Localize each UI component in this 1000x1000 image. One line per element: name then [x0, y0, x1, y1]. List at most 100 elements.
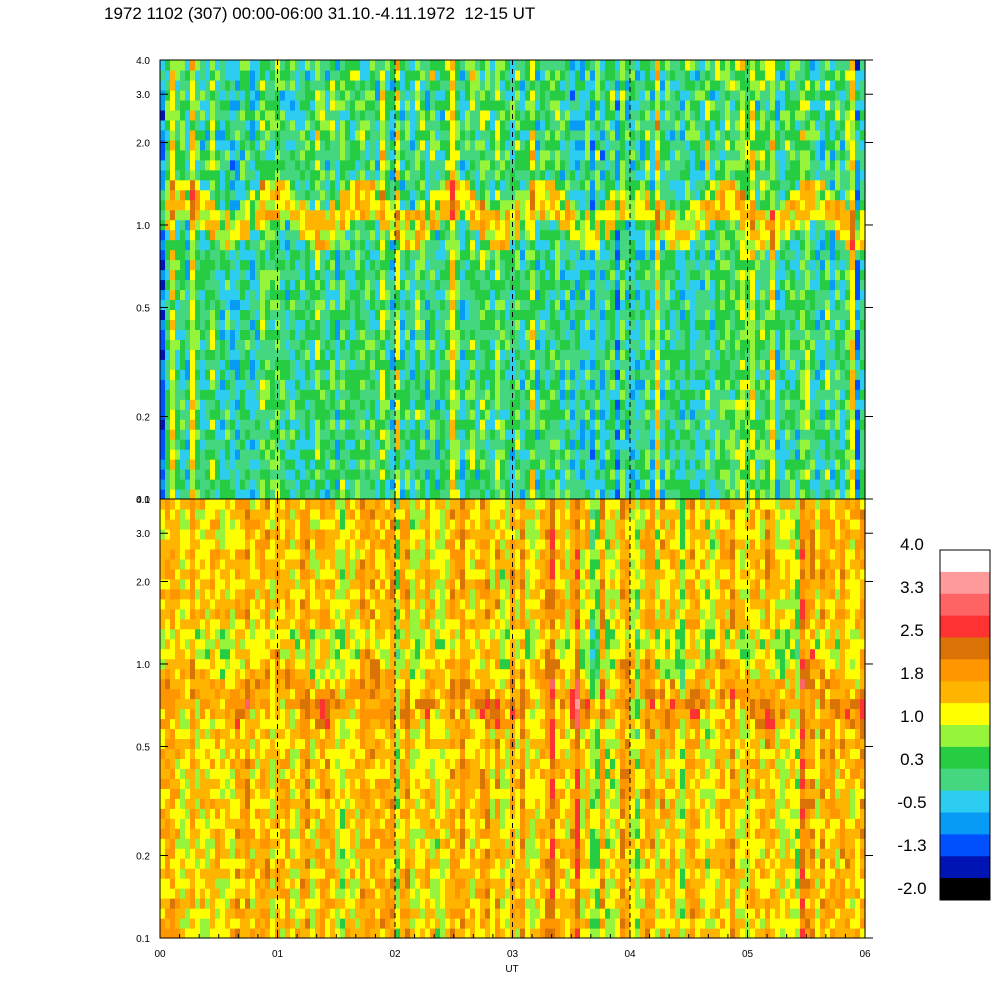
heatmap-cell — [255, 149, 261, 161]
heatmap-cell — [665, 249, 671, 261]
heatmap-cell — [280, 339, 286, 350]
heatmap-cell — [270, 149, 276, 161]
heatmap-cell — [530, 389, 536, 400]
heatmap-cell — [320, 379, 326, 390]
heatmap-cell — [170, 389, 176, 400]
heatmap-cell — [655, 269, 661, 281]
heatmap-cell — [510, 60, 516, 71]
heatmap-cell — [200, 339, 206, 350]
heatmap-cell — [560, 339, 566, 350]
heatmap-cell — [430, 379, 436, 390]
heatmap-cell — [525, 379, 531, 390]
heatmap-cell — [655, 60, 661, 71]
heatmap-cell — [195, 129, 201, 141]
heatmap-cell — [560, 279, 566, 291]
heatmap-cell — [450, 439, 456, 450]
heatmap-cell — [210, 399, 216, 410]
heatmap-cell — [280, 469, 286, 480]
heatmap-cell — [520, 169, 526, 181]
heatmap-cell — [610, 129, 616, 141]
heatmap-cell — [170, 129, 176, 141]
heatmap-cell — [650, 309, 656, 321]
heatmap-cell — [495, 279, 501, 291]
heatmap-cell — [630, 319, 636, 330]
heatmap-cell — [470, 169, 476, 181]
heatmap-cell — [535, 60, 541, 71]
heatmap-cell — [175, 199, 181, 211]
heatmap-cell — [245, 399, 251, 410]
heatmap-cell — [265, 219, 271, 231]
heatmap-cell — [575, 389, 581, 400]
heatmap-cell — [285, 489, 291, 500]
heatmap-cell — [620, 199, 626, 211]
heatmap-cell — [705, 319, 711, 330]
heatmap-cell — [430, 169, 436, 181]
heatmap-cell — [495, 439, 501, 450]
heatmap-cell — [665, 139, 671, 151]
heatmap-cell — [250, 439, 256, 450]
heatmap-cell — [345, 409, 351, 420]
heatmap-cell — [385, 429, 391, 440]
heatmap-cell — [390, 399, 396, 410]
heatmap-cell — [575, 69, 581, 81]
heatmap-cell — [475, 399, 481, 410]
heatmap-cell — [325, 159, 331, 171]
heatmap-cell — [335, 60, 341, 71]
heatmap-cell — [640, 69, 646, 81]
heatmap-cell — [450, 199, 456, 211]
heatmap-cell — [400, 139, 406, 151]
heatmap-cell — [320, 209, 326, 221]
heatmap-cell — [695, 69, 701, 81]
heatmap-cell — [345, 189, 351, 201]
heatmap-cell — [700, 299, 706, 311]
heatmap-cell — [200, 399, 206, 410]
heatmap-cell — [515, 89, 521, 101]
heatmap-cell — [720, 479, 726, 490]
heatmap-cell — [690, 459, 696, 470]
heatmap-cell — [310, 199, 316, 211]
heatmap-cell — [200, 60, 206, 71]
heatmap-cell — [210, 119, 216, 131]
heatmap-cell — [245, 409, 251, 420]
heatmap-cell — [640, 139, 646, 151]
heatmap-cell — [340, 79, 346, 91]
heatmap-cell — [505, 459, 511, 470]
heatmap-cell — [720, 389, 726, 400]
heatmap-cell — [160, 229, 166, 241]
heatmap-cell — [625, 60, 631, 71]
heatmap-cell — [315, 60, 321, 71]
heatmap-cell — [665, 69, 671, 81]
heatmap-cell — [650, 249, 656, 261]
heatmap-cell — [425, 60, 431, 71]
heatmap-cell — [635, 349, 641, 360]
heatmap-cell — [505, 379, 511, 390]
heatmap-cell — [360, 169, 366, 181]
heatmap-cell — [455, 439, 461, 450]
heatmap-cell — [340, 189, 346, 201]
heatmap-cell — [470, 109, 476, 121]
heatmap-cell — [205, 60, 211, 71]
heatmap-cell — [180, 379, 186, 390]
heatmap-cell — [440, 229, 446, 241]
heatmap-cell — [445, 199, 451, 211]
heatmap-cell — [185, 199, 191, 211]
heatmap-cell — [315, 329, 321, 340]
heatmap-cell — [725, 359, 731, 370]
heatmap-cell — [455, 269, 461, 281]
heatmap-cell — [650, 79, 656, 91]
heatmap-cell — [350, 369, 356, 380]
heatmap-cell — [195, 339, 201, 350]
heatmap-cell — [605, 89, 611, 101]
heatmap-cell — [265, 159, 271, 171]
heatmap-cell — [590, 419, 596, 430]
heatmap-cell — [405, 99, 411, 111]
heatmap-cell — [365, 219, 371, 231]
heatmap-cell — [680, 449, 686, 460]
heatmap-cell — [600, 329, 606, 340]
heatmap-cell — [640, 469, 646, 480]
heatmap-cell — [625, 459, 631, 470]
heatmap-cell — [590, 139, 596, 151]
heatmap-cell — [660, 119, 666, 131]
heatmap-cell — [230, 169, 236, 181]
heatmap-cell — [625, 379, 631, 390]
